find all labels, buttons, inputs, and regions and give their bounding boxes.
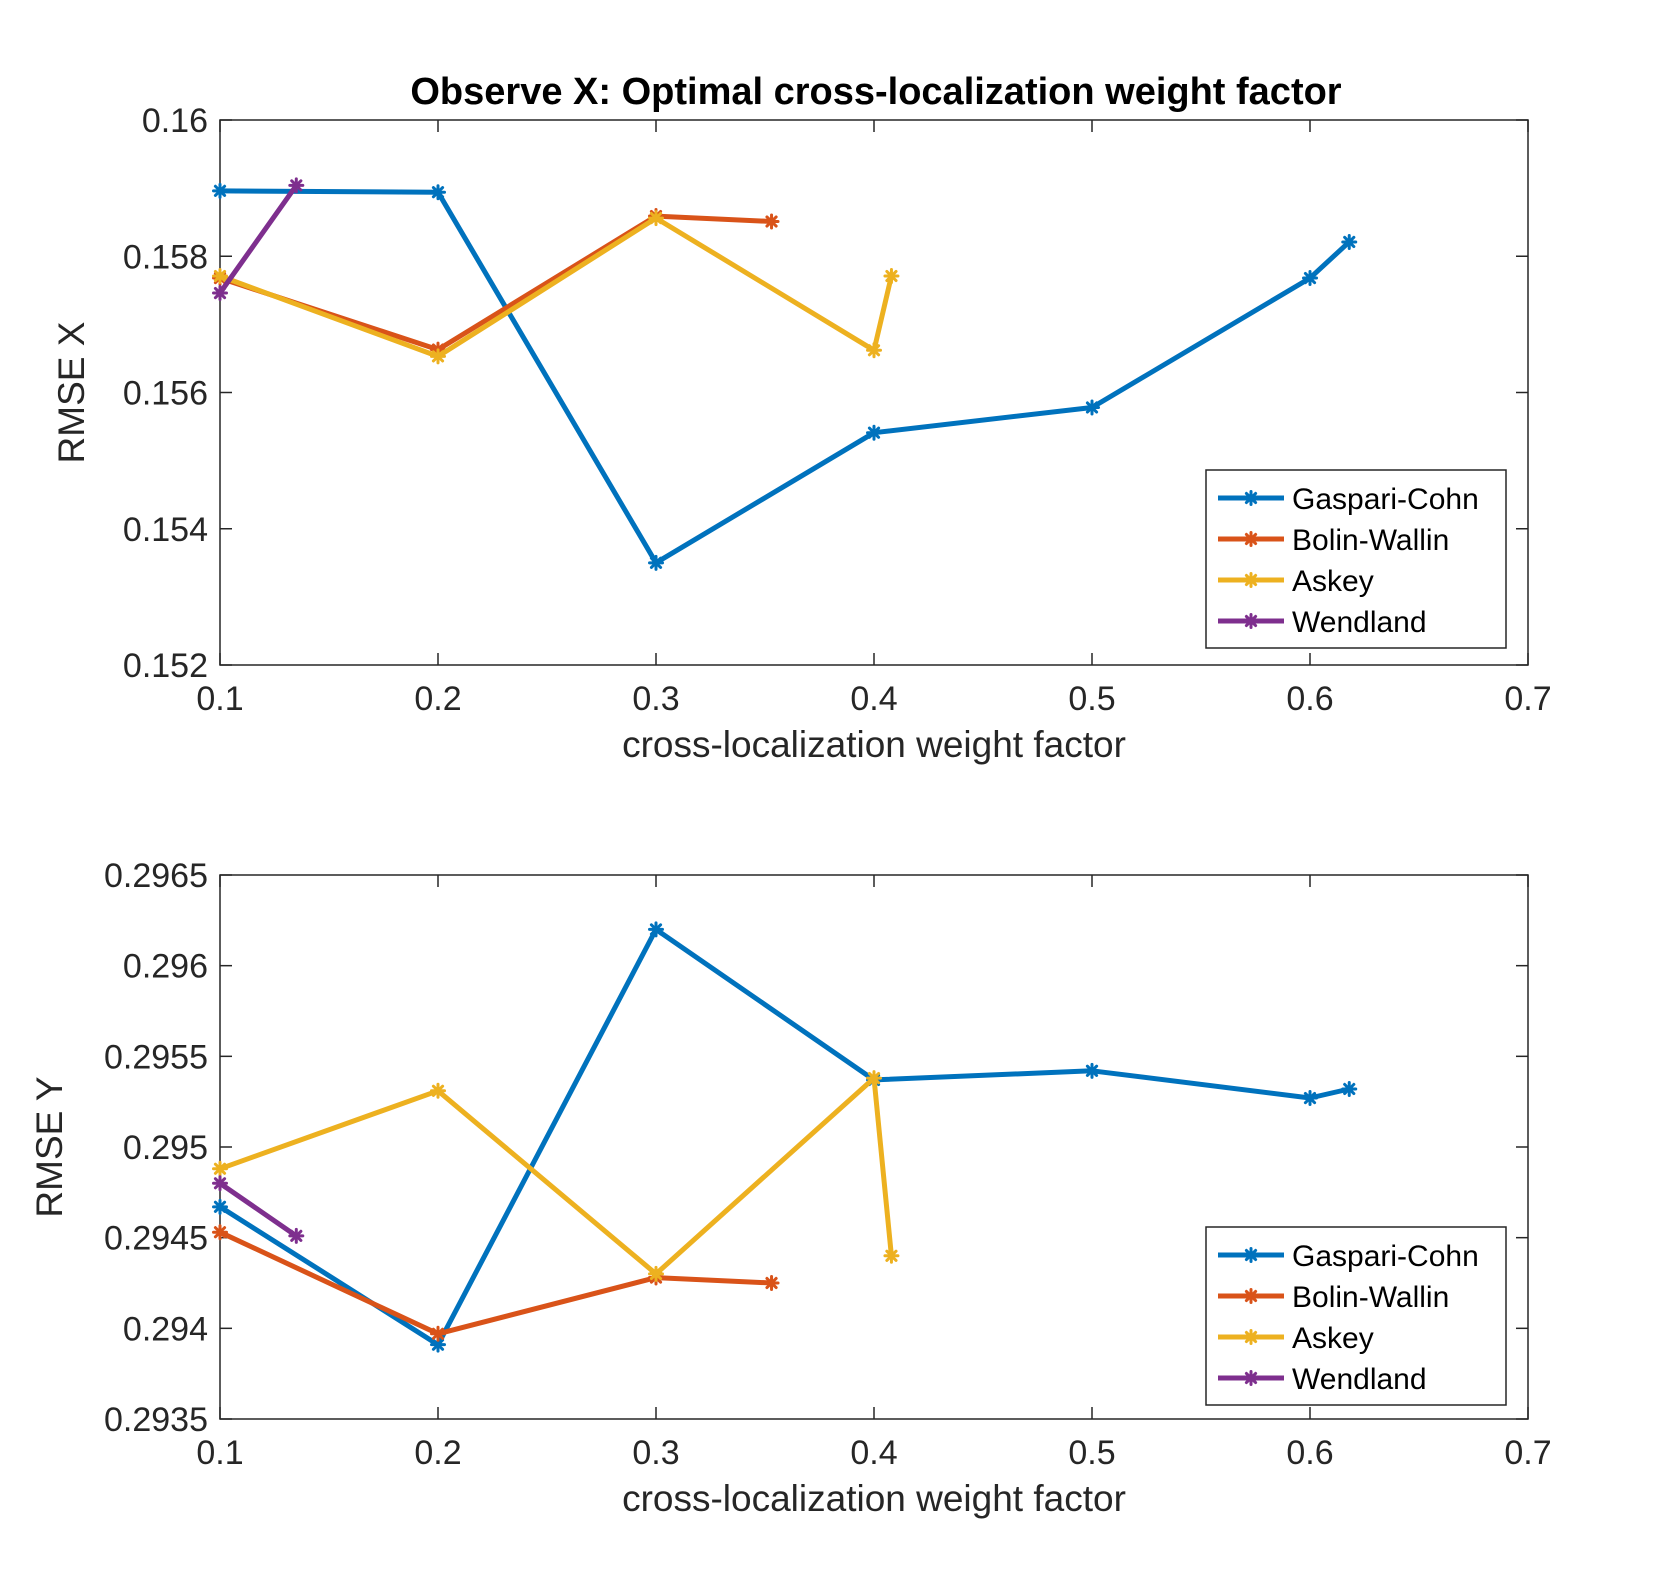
y-tick-label: 0.2965 [104, 857, 208, 895]
data-point [1343, 1082, 1356, 1095]
data-point [885, 1249, 898, 1262]
legend-marker [1245, 615, 1258, 628]
legend-label: Bolin-Wallin [1292, 1281, 1449, 1314]
figure-title: Observe X: Optimal cross-localization we… [410, 71, 1341, 113]
data-point [432, 186, 445, 199]
data-point [650, 556, 663, 569]
y-tick-label: 0.16 [142, 102, 208, 140]
legend-label: Wendland [1292, 606, 1427, 639]
data-point [290, 1229, 303, 1242]
data-point [1304, 272, 1317, 285]
x-tick-label: 0.6 [1286, 680, 1333, 718]
data-point [1343, 235, 1356, 248]
legend: Gaspari-Cohn Bolin-Wallin Askey Wendland [1206, 470, 1506, 648]
data-point [650, 1267, 663, 1280]
x-axis-label: cross-localization weight factor [622, 724, 1126, 765]
data-point [765, 215, 778, 228]
legend-label: Bolin-Wallin [1292, 524, 1449, 557]
x-tick-label: 0.7 [1504, 680, 1551, 718]
data-point [1086, 401, 1099, 414]
legend-label: Wendland [1292, 1363, 1427, 1396]
legend-label: Gaspari-Cohn [1292, 483, 1479, 516]
y-tick-label: 0.158 [123, 238, 208, 276]
legend: Gaspari-Cohn Bolin-Wallin Askey Wendland [1206, 1227, 1506, 1405]
legend-label: Gaspari-Cohn [1292, 1240, 1479, 1273]
data-point [868, 426, 881, 439]
y-tick-label: 0.2945 [104, 1220, 208, 1258]
data-point [214, 184, 227, 197]
legend-marker [1245, 1372, 1258, 1385]
data-point [214, 1226, 227, 1239]
legend-marker [1245, 1249, 1258, 1262]
x-tick-label: 0.6 [1286, 1434, 1333, 1472]
data-point [214, 1177, 227, 1190]
data-point [214, 1200, 227, 1213]
data-point [885, 270, 898, 283]
legend-marker [1245, 1331, 1258, 1344]
y-tick-label: 0.295 [123, 1129, 208, 1167]
data-point [868, 1072, 881, 1085]
x-tick-label: 0.2 [414, 680, 461, 718]
legend-marker [1245, 533, 1258, 546]
x-tick-label: 0.1 [196, 1434, 243, 1472]
legend-label: Askey [1292, 1322, 1374, 1355]
x-tick-label: 0.4 [850, 680, 897, 718]
legend-marker [1245, 1290, 1258, 1303]
x-tick-label: 0.3 [632, 680, 679, 718]
y-tick-label: 0.296 [123, 948, 208, 986]
data-point [432, 1084, 445, 1097]
y-axis-label: RMSE Y [29, 1076, 70, 1217]
data-point [650, 212, 663, 225]
x-tick-label: 0.7 [1504, 1434, 1551, 1472]
data-point [650, 923, 663, 936]
chart-2: 0.1 0.2 0.3 0.4 0.5 0.6 0.7 0.2935 0.294 0.2945 0.… [29, 857, 1552, 1519]
y-tick-label: 0.2935 [104, 1401, 208, 1439]
data-point [432, 350, 445, 363]
data-point [290, 179, 303, 192]
data-point [765, 1277, 778, 1290]
legend-marker [1245, 574, 1258, 587]
data-point [1086, 1064, 1099, 1077]
y-tick-label: 0.152 [123, 647, 208, 685]
x-tick-label: 0.3 [632, 1434, 679, 1472]
chart-1: 0.1 0.2 0.3 0.4 0.5 0.6 0.7 0.152 0.154 0.156 0.15… [51, 102, 1552, 765]
data-point [868, 344, 881, 357]
data-point [214, 1162, 227, 1175]
x-axis-label: cross-localization weight factor [622, 1478, 1126, 1519]
data-point [1304, 1092, 1317, 1105]
legend-marker [1245, 492, 1258, 505]
x-tick-label: 0.5 [1068, 680, 1115, 718]
y-tick-label: 0.2955 [104, 1038, 208, 1076]
y-tick-label: 0.294 [123, 1310, 208, 1348]
x-tick-label: 0.1 [196, 680, 243, 718]
x-tick-label: 0.5 [1068, 1434, 1115, 1472]
x-tick-label: 0.4 [850, 1434, 897, 1472]
legend-label: Askey [1292, 565, 1374, 598]
y-tick-label: 0.156 [123, 375, 208, 413]
x-tick-label: 0.2 [414, 1434, 461, 1472]
data-point [214, 287, 227, 300]
y-tick-label: 0.154 [123, 511, 208, 549]
y-axis-label: RMSE X [51, 322, 92, 464]
data-point [214, 270, 227, 283]
data-point [432, 1327, 445, 1340]
